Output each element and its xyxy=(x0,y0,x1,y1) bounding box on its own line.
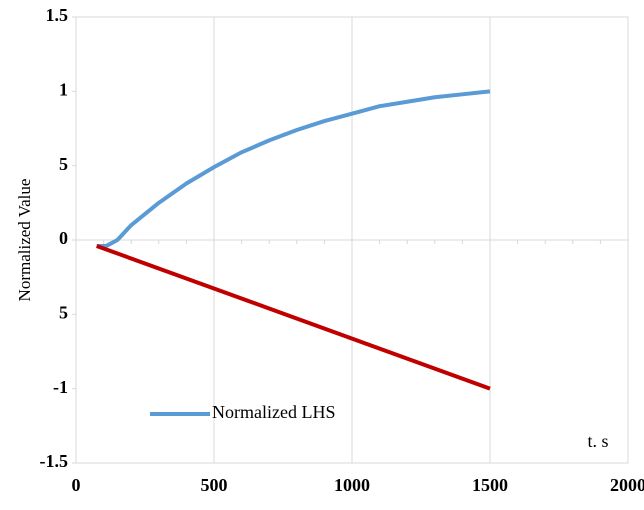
data-line xyxy=(96,244,491,391)
x-tick-label: 1500 xyxy=(472,475,508,495)
y-axis-label: Normalized Value xyxy=(15,179,34,302)
data-line xyxy=(96,89,491,248)
y-tick-label: 5 xyxy=(59,154,68,174)
x-tick-label: 0 xyxy=(72,475,81,495)
y-tick-label: -1.5 xyxy=(40,451,69,471)
x-tick-label: 2000 xyxy=(610,475,644,495)
legend-label: Normalized LHS xyxy=(212,402,335,422)
y-tick-label: 1.5 xyxy=(46,5,69,25)
y-tick-label: 5 xyxy=(59,302,68,322)
y-tick-label: 1 xyxy=(59,79,68,99)
x-tick-label: 500 xyxy=(201,475,228,495)
y-tick-label: -1 xyxy=(53,377,68,397)
x-axis-label: t. s xyxy=(587,431,608,451)
x-tick-label: 1000 xyxy=(334,475,370,495)
x-label-box xyxy=(572,428,626,458)
y-tick-label: 0 xyxy=(59,228,68,248)
